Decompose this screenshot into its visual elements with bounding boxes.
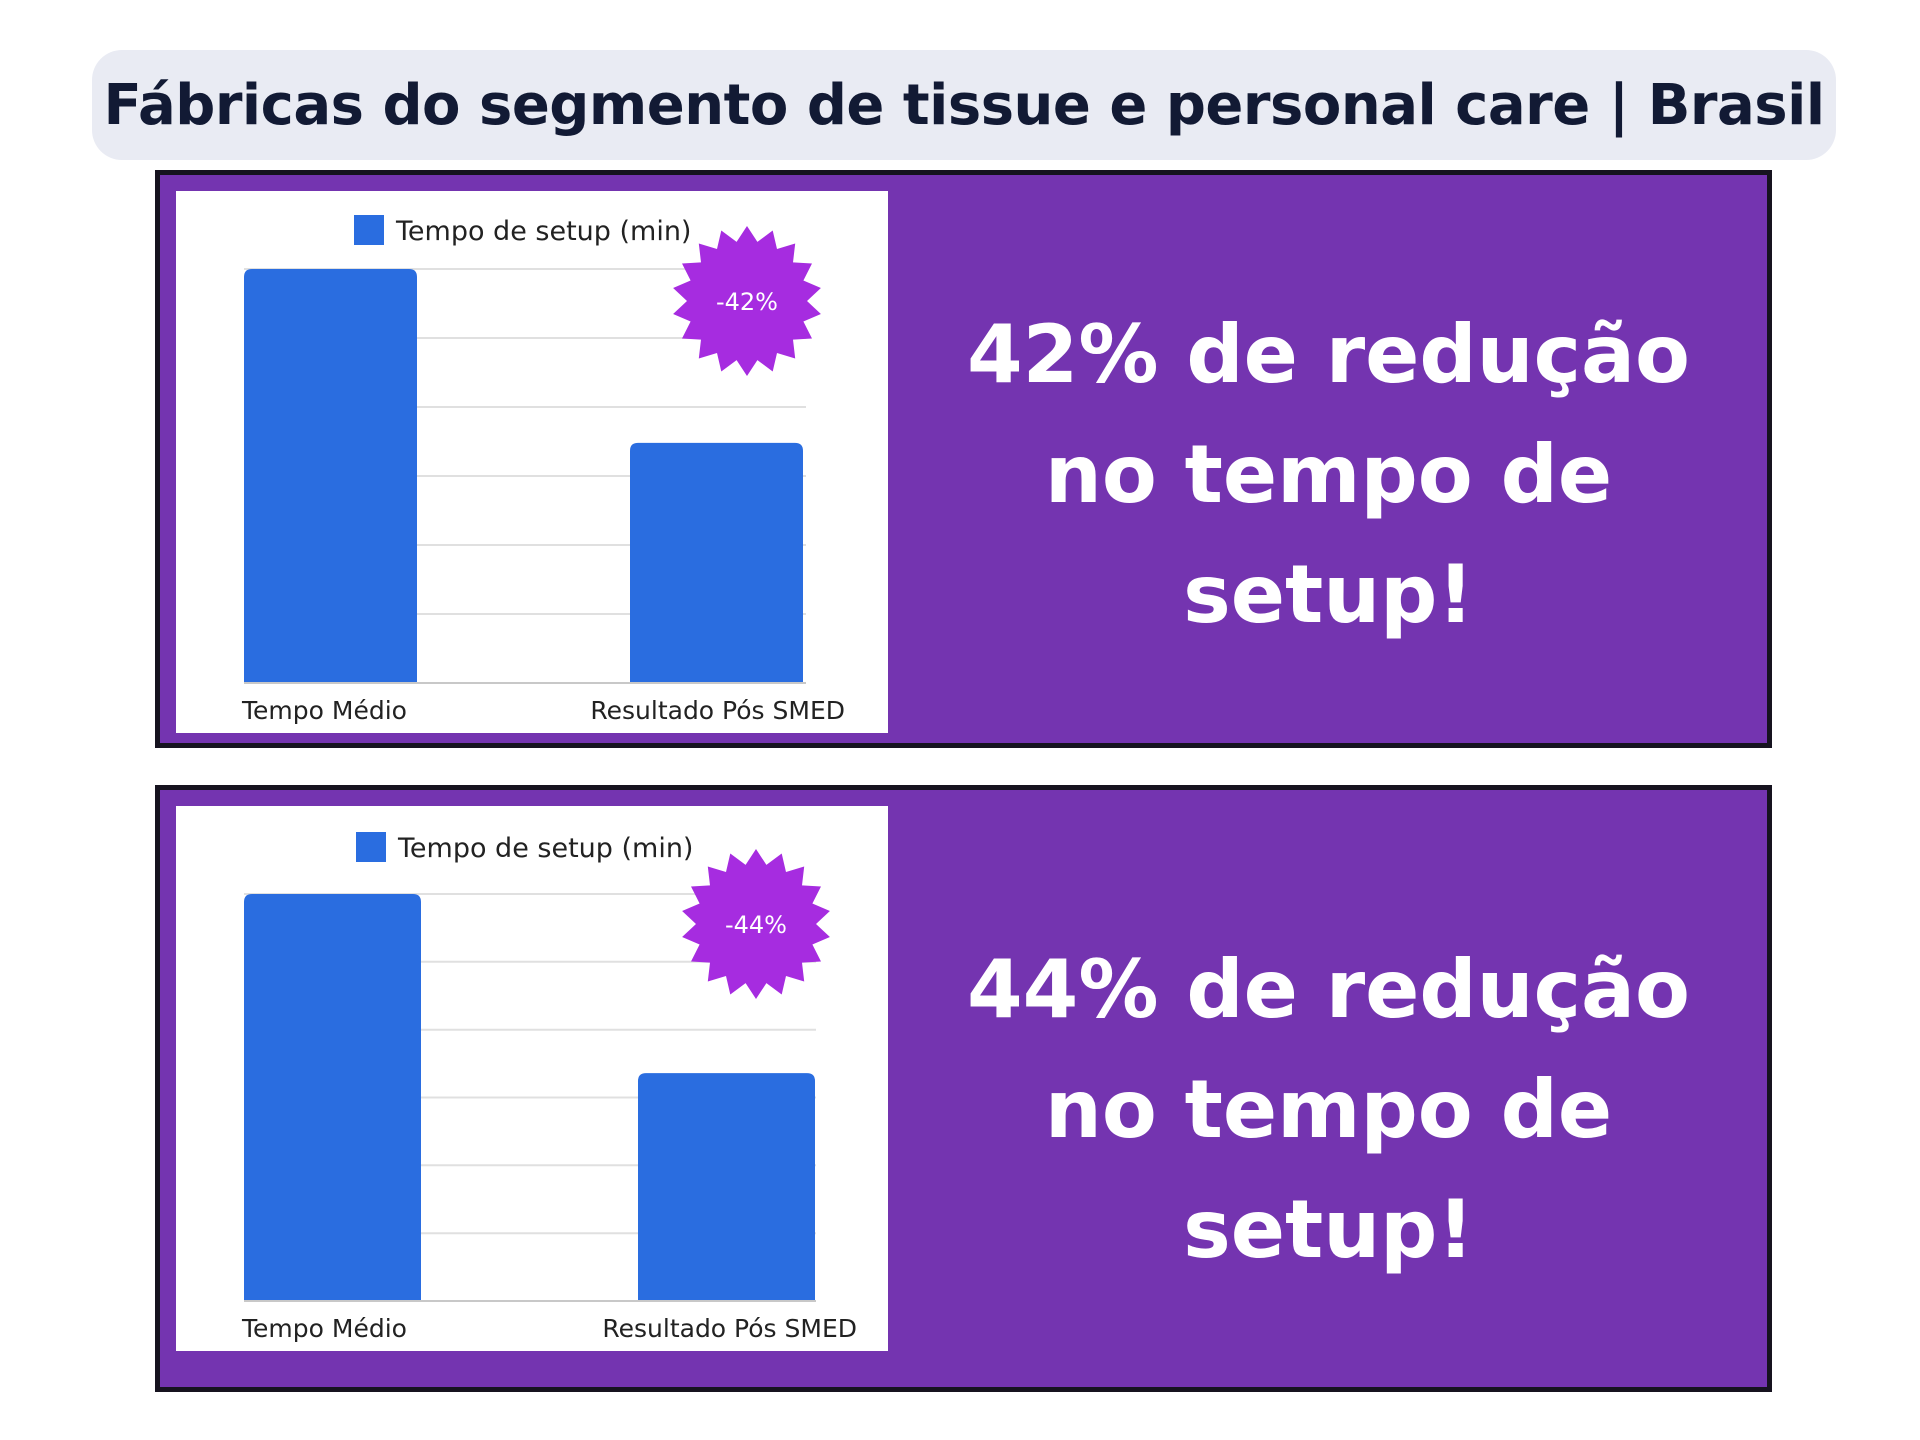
x-tick-label: Resultado Pós SMED — [590, 696, 845, 725]
x-tick-label: Resultado Pós SMED — [602, 1314, 857, 1343]
result-panel-2: Tempo Médio Resultado Pós SMED Tempo de se… — [155, 785, 1772, 1392]
badge-burst — [682, 849, 830, 999]
headline-line: 42% de redução — [966, 308, 1690, 401]
badge-burst — [673, 226, 821, 376]
badge-label: -44% — [725, 911, 787, 939]
bar — [244, 269, 417, 683]
headline-2: 44% de redução no tempo de setup! — [920, 930, 1737, 1290]
setup-time-chart-2: Tempo Médio Resultado Pós SMED Tempo de se… — [241, 832, 857, 1343]
badge-label: -42% — [716, 288, 778, 316]
chart-card-2: Tempo Médio Resultado Pós SMED Tempo de se… — [176, 806, 888, 1351]
legend-label: Tempo de setup (min) — [395, 216, 691, 247]
headline-line: setup! — [1183, 1183, 1474, 1276]
legend-swatch — [356, 832, 386, 862]
chart-card-1: Tempo Médio Resultado Pós SMED Tempo de se… — [176, 191, 888, 733]
setup-time-chart-1: Tempo Médio Resultado Pós SMED Tempo de se… — [241, 215, 845, 725]
title-banner: Fábricas do segmento de tissue e persona… — [92, 50, 1836, 160]
headline-1: 42% de redução no tempo de setup! — [920, 295, 1737, 655]
legend-label: Tempo de setup (min) — [397, 833, 693, 864]
result-panel-1: Tempo Médio Resultado Pós SMED Tempo de se… — [155, 170, 1772, 748]
bar — [244, 894, 421, 1301]
headline-line: no tempo de — [1044, 428, 1613, 521]
bar — [630, 442, 803, 683]
headline-line: 44% de redução — [966, 943, 1690, 1036]
headline-line: no tempo de — [1044, 1063, 1613, 1156]
bar — [638, 1073, 815, 1301]
x-tick-label: Tempo Médio — [241, 1314, 407, 1343]
x-tick-label: Tempo Médio — [241, 696, 407, 725]
page-title: Fábricas do segmento de tissue e persona… — [103, 72, 1825, 138]
legend-swatch — [354, 215, 384, 245]
headline-line: setup! — [1183, 548, 1474, 641]
